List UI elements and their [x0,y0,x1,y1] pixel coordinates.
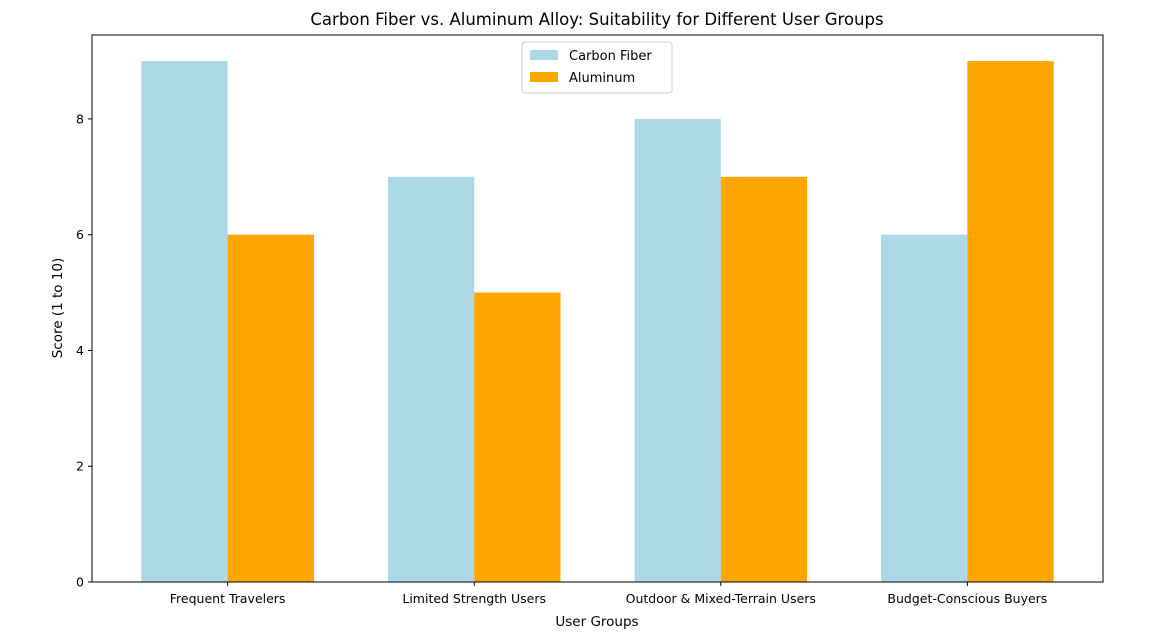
legend-label-aluminum: Aluminum [569,71,635,86]
chart-title: Carbon Fiber vs. Aluminum Alloy: Suitabi… [310,10,883,29]
x-tick-label: Frequent Travelers [170,591,286,606]
y-tick-label: 4 [76,343,84,358]
legend-swatch-carbon-fiber [530,50,558,60]
y-tick-label: 2 [76,459,84,474]
x-axis: Frequent Travelers Limited Strength Users… [170,582,1047,606]
x-tick-label: Budget-Conscious Buyers [887,591,1047,606]
legend: Carbon Fiber Aluminum [521,41,673,94]
bar-carbon-fiber-3 [881,234,968,582]
y-axis-label: Score (1 to 10) [50,258,66,359]
plot-area-frame [91,34,1104,583]
bar-aluminum-3 [967,61,1054,583]
bar-aluminum-0 [227,234,314,582]
bars-layer [141,61,1054,583]
legend-box [521,41,673,94]
bar-carbon-fiber-2 [634,118,721,582]
y-axis: 0 2 4 6 8 [76,111,92,590]
x-axis-label: User Groups [555,614,638,630]
legend-label-carbon-fiber: Carbon Fiber [569,49,652,64]
y-tick-label: 0 [76,575,84,590]
legend-swatch-aluminum [530,72,558,82]
bar-carbon-fiber-1 [387,176,475,582]
bar-aluminum-2 [720,176,808,582]
x-tick-label: Outdoor & Mixed-Terrain Users [626,591,816,606]
bar-aluminum-1 [474,292,561,582]
y-tick-label: 8 [76,111,84,126]
y-tick-label: 6 [76,227,84,242]
bar-carbon-fiber-0 [141,61,228,583]
x-tick-label: Limited Strength Users [402,591,546,606]
